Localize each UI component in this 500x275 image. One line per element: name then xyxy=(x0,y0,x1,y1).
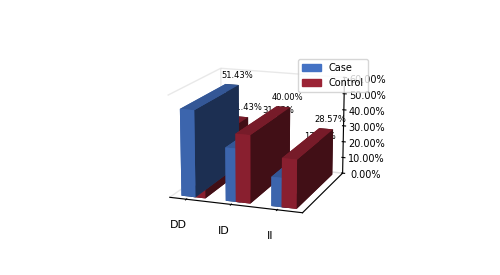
Legend: Case, Control: Case, Control xyxy=(298,59,368,92)
